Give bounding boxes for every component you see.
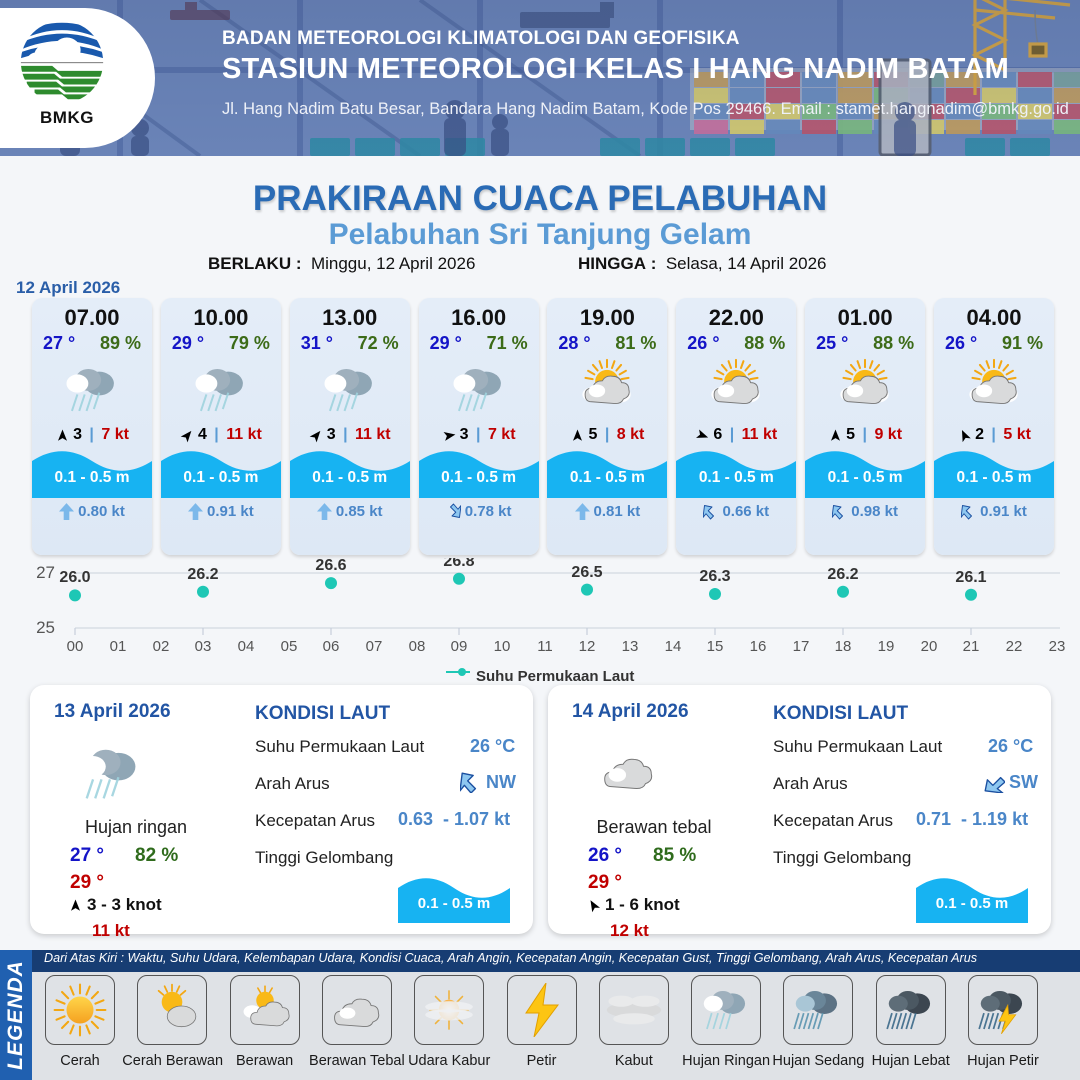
svg-text:13: 13	[622, 638, 639, 655]
svg-text:16: 16	[750, 638, 767, 655]
svg-text:09: 09	[451, 638, 468, 655]
svg-text:21: 21	[963, 638, 980, 655]
svg-text:26.0: 26.0	[59, 569, 90, 586]
svg-text:14: 14	[665, 638, 682, 655]
svg-text:02: 02	[153, 638, 170, 655]
svg-text:27: 27	[36, 563, 55, 582]
svg-text:01: 01	[110, 638, 127, 655]
svg-text:22: 22	[1006, 638, 1023, 655]
svg-text:17: 17	[793, 638, 810, 655]
svg-text:19: 19	[878, 638, 895, 655]
svg-text:26.1: 26.1	[955, 569, 986, 586]
svg-text:06: 06	[323, 638, 340, 655]
svg-text:20: 20	[921, 638, 938, 655]
svg-text:07: 07	[366, 638, 383, 655]
svg-text:15: 15	[707, 638, 724, 655]
svg-text:26.2: 26.2	[827, 566, 858, 583]
svg-text:26.8: 26.8	[443, 558, 474, 570]
svg-text:08: 08	[409, 638, 426, 655]
svg-text:03: 03	[195, 638, 212, 655]
svg-text:11: 11	[537, 638, 553, 655]
svg-text:26.3: 26.3	[699, 568, 730, 585]
svg-text:23: 23	[1049, 638, 1066, 655]
svg-text:18: 18	[835, 638, 852, 655]
svg-text:26.2: 26.2	[187, 566, 218, 583]
svg-text:26.5: 26.5	[571, 564, 602, 581]
svg-text:10: 10	[494, 638, 511, 655]
svg-text:25: 25	[36, 618, 55, 637]
svg-text:26.6: 26.6	[315, 558, 346, 574]
svg-text:00: 00	[67, 638, 84, 655]
svg-text:05: 05	[281, 638, 298, 655]
svg-text:12: 12	[579, 638, 596, 655]
svg-text:04: 04	[238, 638, 255, 655]
